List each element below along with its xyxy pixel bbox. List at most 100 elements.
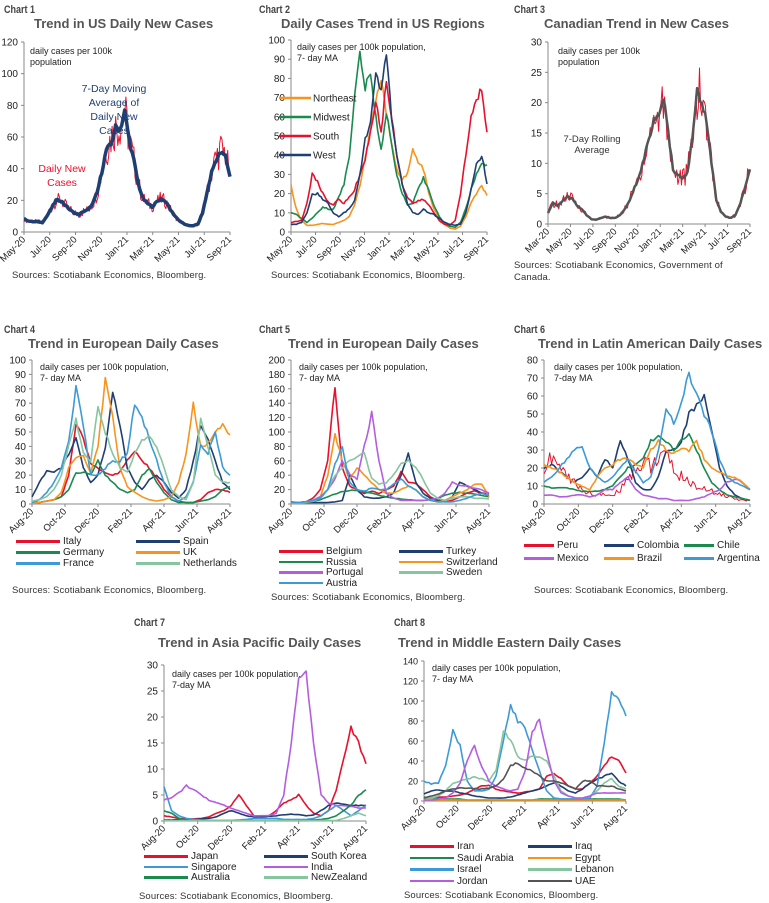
x-tick-label: Apr-21 — [399, 506, 427, 534]
y-tick-label: 20 — [7, 196, 19, 207]
y-tick-label: 25 — [531, 68, 543, 79]
legend-label: Jordan — [457, 875, 488, 887]
chart-7-legend: Japan South Korea Singapore India Australia N… — [144, 851, 379, 891]
legend-label: Singapore — [191, 861, 237, 873]
x-tick-label: Sep-21 — [205, 234, 234, 263]
x-tick-label: Feb-21 — [365, 506, 394, 535]
x-tick-label: May-20 — [265, 234, 295, 264]
y-tick-label: 25 — [147, 687, 159, 698]
legend-swatch — [524, 544, 554, 547]
series-line-newzealand — [164, 812, 367, 822]
x-tick-label: Sep-21 — [725, 226, 754, 255]
legend-swatch — [279, 560, 323, 564]
legend-swatch — [264, 855, 308, 858]
series-line-uk — [31, 376, 231, 505]
x-tick-label: Feb-21 — [106, 506, 135, 535]
legend-swatch — [410, 856, 454, 860]
legend-swatch — [410, 879, 454, 883]
y-tick-label: 160 — [268, 384, 285, 395]
chart-3-source: Sources: Scotiabank Economics, Governmen… — [514, 260, 723, 283]
y-tick-label: 100 — [403, 697, 418, 707]
y-tick-label: 20 — [274, 485, 286, 496]
x-tick-label: Jun-21 — [432, 506, 460, 534]
chart-annotation: 7-Day Moving — [82, 83, 147, 95]
legend-item: India — [264, 862, 333, 873]
x-tick-label: Oct-20 — [555, 506, 583, 534]
y-tick-label: 30 — [531, 38, 543, 49]
legend-label: Sweden — [446, 567, 483, 578]
chart-note: 7- day MA — [297, 53, 338, 63]
legend-label: Northeast — [313, 94, 357, 105]
x-tick-label: Aug-20 — [399, 803, 428, 832]
y-tick-label: 100 — [1, 69, 18, 80]
y-tick-label: 50 — [15, 428, 27, 439]
chart-note: population — [558, 57, 600, 67]
legend-label: Peru — [557, 540, 579, 551]
x-tick-label: Jun-21 — [173, 506, 201, 534]
series-line-germany — [31, 459, 231, 504]
chart-1-label: Chart 1 — [4, 4, 36, 16]
legend-label: West — [313, 151, 336, 162]
y-tick-label: 40 — [7, 164, 19, 175]
legend-swatch — [136, 562, 180, 565]
legend-label: Spain — [183, 536, 209, 547]
x-tick-label: May-21 — [679, 226, 709, 256]
x-tick-label: Jan-21 — [103, 234, 131, 262]
legend-label: Australia — [191, 872, 230, 883]
y-tick-label: 10 — [531, 159, 543, 170]
legend-swatch — [528, 856, 572, 860]
x-tick-label: Sep-20 — [50, 234, 79, 263]
y-tick-label: 0 — [12, 228, 18, 239]
series-line-chile — [543, 433, 751, 502]
y-tick-label: 10 — [274, 208, 286, 219]
y-tick-label: 70 — [527, 374, 539, 385]
series-line-italy — [31, 423, 231, 504]
x-tick-label: May-20 — [544, 226, 574, 256]
chart-3-label: Chart 3 — [514, 4, 546, 16]
x-tick-label: Jan-21 — [365, 234, 393, 262]
legend-item: Spain — [136, 536, 209, 547]
x-tick-label: Nov-20 — [76, 234, 105, 263]
legend-item: Switzerland — [399, 557, 498, 568]
legend-item: Portugal — [279, 567, 363, 578]
legend-swatch — [16, 540, 60, 543]
x-tick-label: Oct-20 — [174, 823, 202, 851]
y-tick-label: 0 — [413, 797, 418, 807]
chart-8-title: Trend in Middle Eastern Daily Cases — [398, 635, 622, 650]
chart-4-label: Chart 4 — [4, 324, 36, 336]
chart-note: 7- day MA — [432, 674, 473, 684]
legend-item: Australia — [144, 872, 230, 883]
legend-swatch — [528, 845, 572, 848]
x-tick-label: Apr-21 — [275, 823, 303, 851]
y-tick-label: 180 — [268, 370, 285, 381]
legend-swatch — [264, 865, 308, 869]
y-tick-label: 30 — [147, 661, 159, 672]
chart-5-panel: Chart 5 Trend in European Daily Cases 0 2… — [259, 324, 509, 604]
chart-1-panel: Chart 1 Trend in US Daily New Cases 0 20 4… — [0, 4, 254, 304]
chart-note: 7-day MA — [554, 373, 593, 383]
legend-swatch — [16, 562, 60, 565]
legend-label: Japan — [191, 851, 219, 862]
legend-label: Russia — [326, 556, 357, 568]
y-tick-label: 5 — [152, 791, 158, 802]
legend-label: Egypt — [575, 852, 601, 864]
y-tick-label: 120 — [268, 413, 285, 424]
legend-item: Germany — [16, 547, 104, 558]
legend-swatch — [279, 571, 323, 574]
legend-swatch — [279, 581, 323, 585]
series-line-jordan — [424, 718, 627, 801]
series-line-7-day-rolling-average — [546, 86, 752, 221]
chart-5-source: Sources: Scotiabank Economics, Bloomberg… — [271, 592, 466, 603]
legend-item: Sweden — [399, 567, 482, 578]
legend-item: Iraq — [528, 841, 592, 852]
chart-annotation: Average — [574, 145, 609, 156]
legend-item: Peru — [524, 540, 578, 551]
chart-4-source: Sources: Scotiabank Economics, Bloomberg… — [12, 585, 207, 596]
legend-label: NewZealand — [311, 872, 368, 883]
legend-item: UAE — [528, 876, 596, 887]
legend-item: Iran — [410, 841, 474, 852]
chart-annotation: 7-Day Rolling — [563, 134, 620, 145]
legend-label: South — [313, 132, 339, 143]
y-tick-label: 0 — [536, 220, 542, 231]
